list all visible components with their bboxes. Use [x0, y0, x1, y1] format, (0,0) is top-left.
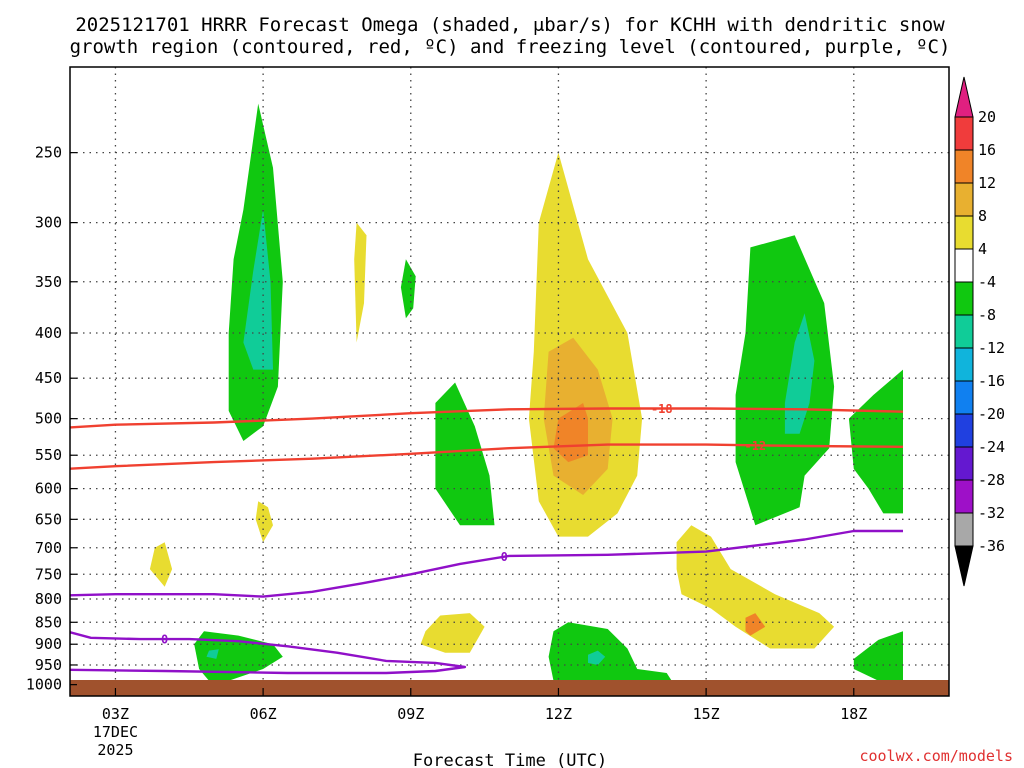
- plot-frame: [69, 66, 950, 697]
- colorbar-label: 20: [978, 108, 996, 126]
- colorbar-label: -32: [978, 504, 1005, 522]
- omega-region-teal-06z: [243, 209, 273, 370]
- y-tick-label: 850: [35, 613, 62, 631]
- dgz-contour-label: -12: [744, 439, 766, 453]
- colorbar-label: -16: [978, 372, 1005, 390]
- omega-region-yellow-04z: [149, 542, 173, 587]
- colorbar-segment: [954, 479, 974, 514]
- omega-region-yellow-07z: [354, 222, 367, 343]
- omega-region-green-18z-right: [848, 369, 903, 514]
- omega-region-green-09z-top: [400, 259, 416, 319]
- colorbar-top-arrow: [954, 76, 974, 118]
- y-tick-label: 950: [35, 656, 62, 674]
- y-tick-label: 750: [35, 565, 62, 583]
- colorbar-segment: [954, 512, 974, 547]
- colorbar-segment: [954, 281, 974, 316]
- colorbar-segment: [954, 380, 974, 415]
- colorbar-label: -28: [978, 471, 1005, 489]
- chart-title-line2: growth region (contoured, red, ºC) and f…: [70, 36, 951, 58]
- colorbar-segment: [954, 413, 974, 448]
- omega-region-orange-16z: [745, 613, 766, 636]
- contour-lines: -18 -12 0 0: [70, 402, 904, 675]
- colorbar-segment: [954, 116, 974, 151]
- omega-region-green-10z: [435, 382, 495, 526]
- dgz-contour: [70, 407, 904, 429]
- colorbar-segment: [954, 182, 974, 217]
- colorbar-label: -8: [978, 306, 996, 324]
- freezing-contour-label: 0: [161, 633, 168, 647]
- freezing-contour: [70, 529, 903, 598]
- colorbar-segment: [954, 347, 974, 382]
- x-tick-label: 15Z: [693, 705, 720, 723]
- dgz-contour: [70, 443, 904, 470]
- omega-region-green-17z: [735, 235, 835, 526]
- y-tick-label: 800: [35, 590, 62, 608]
- colorbar-label: -20: [978, 405, 1005, 423]
- x-tick-date: 17DEC: [93, 723, 138, 741]
- x-tick-label: 03Z: [102, 705, 129, 723]
- y-tick-label: 550: [35, 446, 62, 464]
- gridlines: [70, 67, 949, 696]
- colorbar-segment: [954, 446, 974, 481]
- colorbar-label: 16: [978, 141, 996, 159]
- y-tick-label: 600: [35, 480, 62, 498]
- omega-shading: [149, 103, 903, 681]
- x-tick-label: 09Z: [397, 705, 424, 723]
- colorbar-segment: [954, 149, 974, 184]
- omega-region-green-12z-low: [548, 622, 672, 681]
- omega-region-green-18z-low: [853, 631, 903, 681]
- y-tick-label: 350: [35, 273, 62, 291]
- y-tick-label: 900: [35, 635, 62, 653]
- colorbar-label: -12: [978, 339, 1005, 357]
- y-axis-ticks: 250 300 350 400 450 500 550 600 650 700 750 800 850 9…: [26, 144, 77, 694]
- y-tick-label: 300: [35, 214, 62, 232]
- chart-title-line1: 2025121701 HRRR Forecast Omega (shaded, …: [75, 14, 945, 36]
- dgz-contour-label: -18: [651, 402, 673, 416]
- omega-region-teal-05z-low: [206, 649, 219, 659]
- x-tick-label: 12Z: [545, 705, 572, 723]
- y-tick-label: 250: [35, 144, 62, 162]
- colorbar-bottom-arrow: [954, 545, 974, 587]
- freezing-contour-label: 0: [501, 550, 508, 564]
- credit-text: coolwx.com/models: [859, 747, 1013, 765]
- colorbar-label: -4: [978, 273, 996, 291]
- colorbar-label: -36: [978, 537, 1005, 555]
- colorbar-label: 8: [978, 207, 987, 225]
- freezing-contour: [70, 630, 467, 675]
- y-tick-label: 1000: [26, 676, 62, 694]
- colorbar-segment: [954, 248, 974, 283]
- x-tick-label: 18Z: [840, 705, 867, 723]
- x-tick-year: 2025: [97, 741, 133, 759]
- y-tick-label: 400: [35, 324, 62, 342]
- x-tick-label: 06Z: [250, 705, 277, 723]
- ground-surface: [70, 680, 949, 696]
- y-tick-label: 700: [35, 539, 62, 557]
- x-axis-label: Forecast Time (UTC): [413, 751, 607, 768]
- colorbar-segment: [954, 215, 974, 250]
- y-tick-label: 450: [35, 369, 62, 387]
- colorbar-label: -24: [978, 438, 1005, 456]
- omega-region-yellow-16z: [676, 525, 835, 649]
- colorbar-label: 12: [978, 174, 996, 192]
- y-tick-label: 650: [35, 510, 62, 528]
- colorbar-segment: [954, 314, 974, 349]
- colorbar-label: 4: [978, 240, 987, 258]
- y-tick-label: 500: [35, 410, 62, 428]
- omega-region-yellow-10z-low: [420, 613, 485, 653]
- omega-region-teal-12z-low: [588, 650, 606, 665]
- colorbar-legend: 20 16 12 8 4 -4 -8 -12 -16 -20 -24 -28 -32 -36: [954, 76, 1005, 587]
- omega-region-teal-17z: [784, 313, 815, 434]
- omega-region-yellow-06z-small: [255, 501, 273, 543]
